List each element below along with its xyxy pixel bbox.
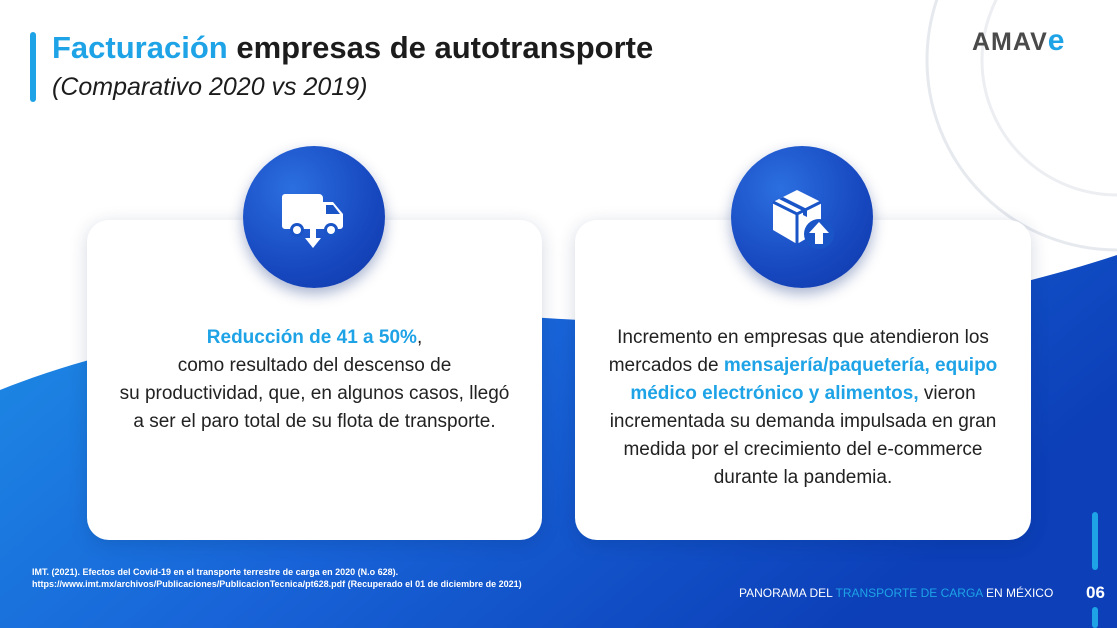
card-increment-highlight: mensajería/paquetería, equipo médico ele… <box>630 355 998 404</box>
footer-caption: PANORAMA DEL TRANSPORTE DE CARGA EN MÉXI… <box>739 586 1053 600</box>
footer-prefix: PANORAMA DEL <box>739 586 836 600</box>
footer-highlight: TRANSPORTE DE CARGA <box>835 586 983 600</box>
title-accent-bar <box>30 32 36 102</box>
card-reduction-comma: , <box>416 327 423 348</box>
page-title: Facturación empresas de autotransporte <box>52 30 653 66</box>
logo-accent: e <box>1047 24 1066 57</box>
source-footnote: IMT. (2021). Efectos del Covid-19 en el … <box>32 566 522 590</box>
footnote-url: https://www.imt.mx/archivos/Publicacione… <box>32 579 522 589</box>
card-increment-text-1: Incremento en empresas que atendieron lo… <box>608 327 989 376</box>
page-number: 06 <box>1086 583 1105 602</box>
footer-suffix: EN MÉXICO <box>982 586 1054 600</box>
title-highlight: Facturación <box>52 30 228 65</box>
side-accent-bar <box>1092 607 1098 628</box>
footnote-line: IMT. (2021). Efectos del Covid-19 en el … <box>32 567 399 577</box>
delivery-van-down-icon <box>243 146 385 288</box>
page-subtitle: (Comparativo 2020 vs 2019) <box>52 73 368 101</box>
title-rest: empresas de autotransporte <box>227 30 654 65</box>
card-increment-text: Incremento en empresas que atendieron lo… <box>587 324 1019 492</box>
card-reduction-text: Reducción de 41 a 50%, como resultado de… <box>99 324 530 436</box>
card-reduction-highlight: Reducción de 41 a 50% <box>206 327 417 348</box>
card-increment-text-2: vieron incrementada su demanda impulsada… <box>609 383 997 488</box>
card-reduction-line: su productividad, que, en algunos casos,… <box>119 383 510 404</box>
box-up-arrow-icon <box>731 146 873 288</box>
card-reduction-line: a ser el paro total de su flota de trans… <box>133 411 496 432</box>
logo-text: AMAV <box>972 28 1048 56</box>
amave-logo: AMAVe <box>972 24 1065 58</box>
side-accent-bar <box>1092 512 1098 570</box>
card-reduction-line: como resultado del descenso de <box>177 355 452 376</box>
